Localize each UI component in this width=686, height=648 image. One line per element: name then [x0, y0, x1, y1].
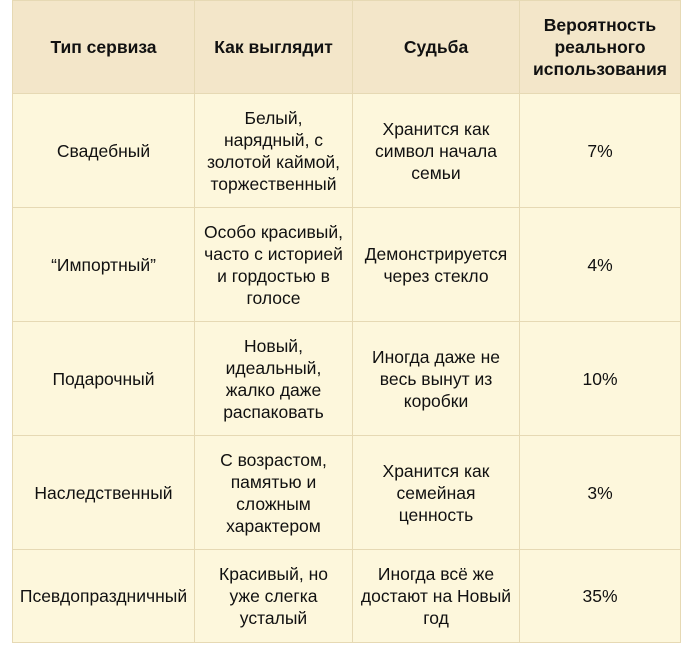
- cell-appearance-text: С возрастом, памятью и сложным характеро…: [220, 449, 327, 536]
- cell-fate-text: Хранится как семейная ценность: [382, 460, 490, 525]
- cell-fate-text: Хранится как символ начала семьи: [375, 118, 497, 183]
- table-row: Подарочный Новый, идеальный, жалко даже …: [12, 321, 681, 436]
- cell-service-type-text: Свадебный: [56, 140, 151, 161]
- cell-service-type-text: Псевдопраздничный: [19, 586, 188, 606]
- service-table: Тип сервиза Как выглядит Судьба Вероятно…: [12, 0, 681, 643]
- header-row: Тип сервиза Как выглядит Судьба Вероятно…: [12, 0, 681, 94]
- cell-probability: 4%: [519, 207, 681, 322]
- cell-probability: 10%: [519, 321, 681, 436]
- table-row: Псевдопраздничный Красивый, но уже слегк…: [12, 549, 681, 643]
- cell-service-type: Псевдопраздничный: [12, 549, 195, 643]
- cell-fate: Хранится как символ начала семьи: [352, 93, 520, 208]
- header-appearance: Как выглядит: [194, 0, 353, 94]
- cell-fate: Хранится как семейная ценность: [352, 435, 520, 550]
- cell-probability-text: 4%: [587, 254, 613, 275]
- cell-service-type-text: Подарочный: [52, 368, 155, 389]
- cell-appearance-text: Особо красивый, часто с историей и гордо…: [203, 221, 344, 308]
- cell-service-type: Подарочный: [12, 321, 195, 436]
- cell-service-type-text: Наследственный: [34, 482, 173, 503]
- cell-probability-text: 3%: [587, 482, 613, 503]
- cell-appearance: Особо красивый, часто с историей и гордо…: [194, 207, 353, 322]
- cell-appearance: Новый, идеальный, жалко даже распаковать: [194, 321, 353, 436]
- table-row: Наследственный С возрастом, памятью и сл…: [12, 435, 681, 550]
- cell-fate: Иногда всё же достают на Новый год: [352, 549, 520, 643]
- cell-appearance-text: Красивый, но уже слегка усталый: [219, 564, 328, 628]
- header-fate-label: Судьба: [403, 37, 469, 57]
- cell-probability: 35%: [519, 549, 681, 643]
- table-header: Тип сервиза Как выглядит Судьба Вероятно…: [12, 0, 681, 94]
- cell-probability: 3%: [519, 435, 681, 550]
- service-table-container: Тип сервиза Как выглядит Судьба Вероятно…: [12, 0, 681, 643]
- cell-probability-text: 7%: [587, 140, 613, 161]
- cell-probability-text: 35%: [582, 586, 618, 606]
- table-row: Свадебный Белый, нарядный, с золотой кай…: [12, 93, 681, 208]
- header-appearance-label: Как выглядит: [214, 37, 333, 57]
- cell-service-type: “Импортный”: [12, 207, 195, 322]
- cell-appearance-text: Белый, нарядный, с золотой каймой, торже…: [206, 107, 341, 194]
- table-row: “Импортный” Особо красивый, часто с исто…: [12, 207, 681, 322]
- header-service-type-label: Тип сервиза: [50, 37, 157, 57]
- cell-service-type-text: “Импортный”: [51, 254, 156, 275]
- cell-appearance: Красивый, но уже слегка усталый: [194, 549, 353, 643]
- cell-appearance-text: Новый, идеальный, жалко даже распаковать: [223, 335, 324, 422]
- cell-probability: 7%: [519, 93, 681, 208]
- cell-fate: Иногда даже не весь вынут из коробки: [352, 321, 520, 436]
- cell-fate: Демонстрируется через стекло: [352, 207, 520, 322]
- cell-fate-text: Иногда всё же достают на Новый год: [360, 564, 512, 628]
- cell-fate-text: Демонстрируется через стекло: [364, 243, 508, 286]
- header-fate: Судьба: [352, 0, 520, 94]
- header-probability: Вероятность реального использования: [519, 0, 681, 94]
- cell-appearance: Белый, нарядный, с золотой каймой, торже…: [194, 93, 353, 208]
- cell-probability-text: 10%: [582, 368, 618, 389]
- cell-service-type: Наследственный: [12, 435, 195, 550]
- cell-fate-text: Иногда даже не весь вынут из коробки: [371, 346, 501, 411]
- table-body: Свадебный Белый, нарядный, с золотой кай…: [12, 93, 681, 643]
- header-service-type: Тип сервиза: [12, 0, 195, 94]
- header-probability-label: Вероятность реального использования: [533, 15, 667, 79]
- cell-appearance: С возрастом, памятью и сложным характеро…: [194, 435, 353, 550]
- cell-service-type: Свадебный: [12, 93, 195, 208]
